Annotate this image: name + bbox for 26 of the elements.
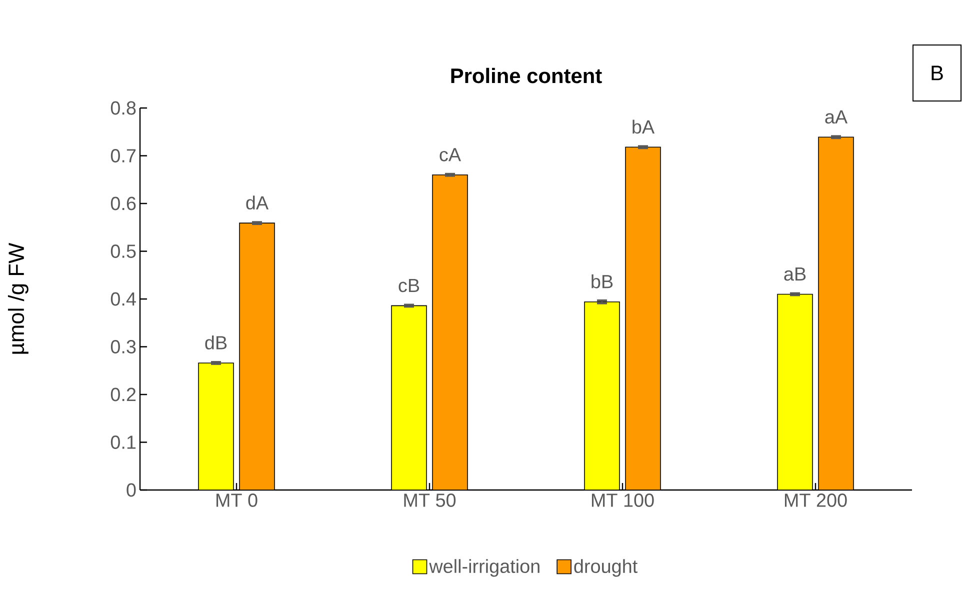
- legend-label: well-irrigation: [429, 559, 540, 577]
- y-tick-label: 0.7: [110, 149, 136, 162]
- annotation: dA: [246, 196, 269, 210]
- y-tick-label: 0.5: [110, 244, 136, 258]
- y-tick-label: 0.6: [110, 196, 136, 210]
- annotation: aA: [825, 110, 848, 124]
- y-tick-label: 0.8: [110, 101, 136, 115]
- x-tick-label: MT 0: [216, 494, 258, 507]
- x-tick-label: MT 200: [784, 494, 847, 507]
- annotation: bB: [592, 274, 613, 288]
- x-tick-label: MT 100: [592, 494, 654, 507]
- annotation: cA: [440, 148, 462, 162]
- annotation: bA: [632, 120, 655, 134]
- y-axis-title: µmol /g FW: [8, 242, 28, 354]
- annotation: aB: [784, 267, 806, 281]
- legend-label: drought: [574, 559, 638, 577]
- y-tick-label: 0: [126, 483, 136, 497]
- chart-title: Proline content: [451, 68, 602, 84]
- annotation: cB: [398, 278, 420, 292]
- y-tick-label: 0.2: [110, 388, 136, 402]
- text: B: [932, 66, 943, 80]
- y-tick-label: 0.3: [110, 340, 136, 354]
- x-tick-label: MT 50: [404, 494, 456, 507]
- y-tick-label: 0.1: [110, 436, 136, 449]
- annotation: dB: [205, 336, 227, 350]
- y-tick-label: 0.4: [110, 292, 136, 306]
